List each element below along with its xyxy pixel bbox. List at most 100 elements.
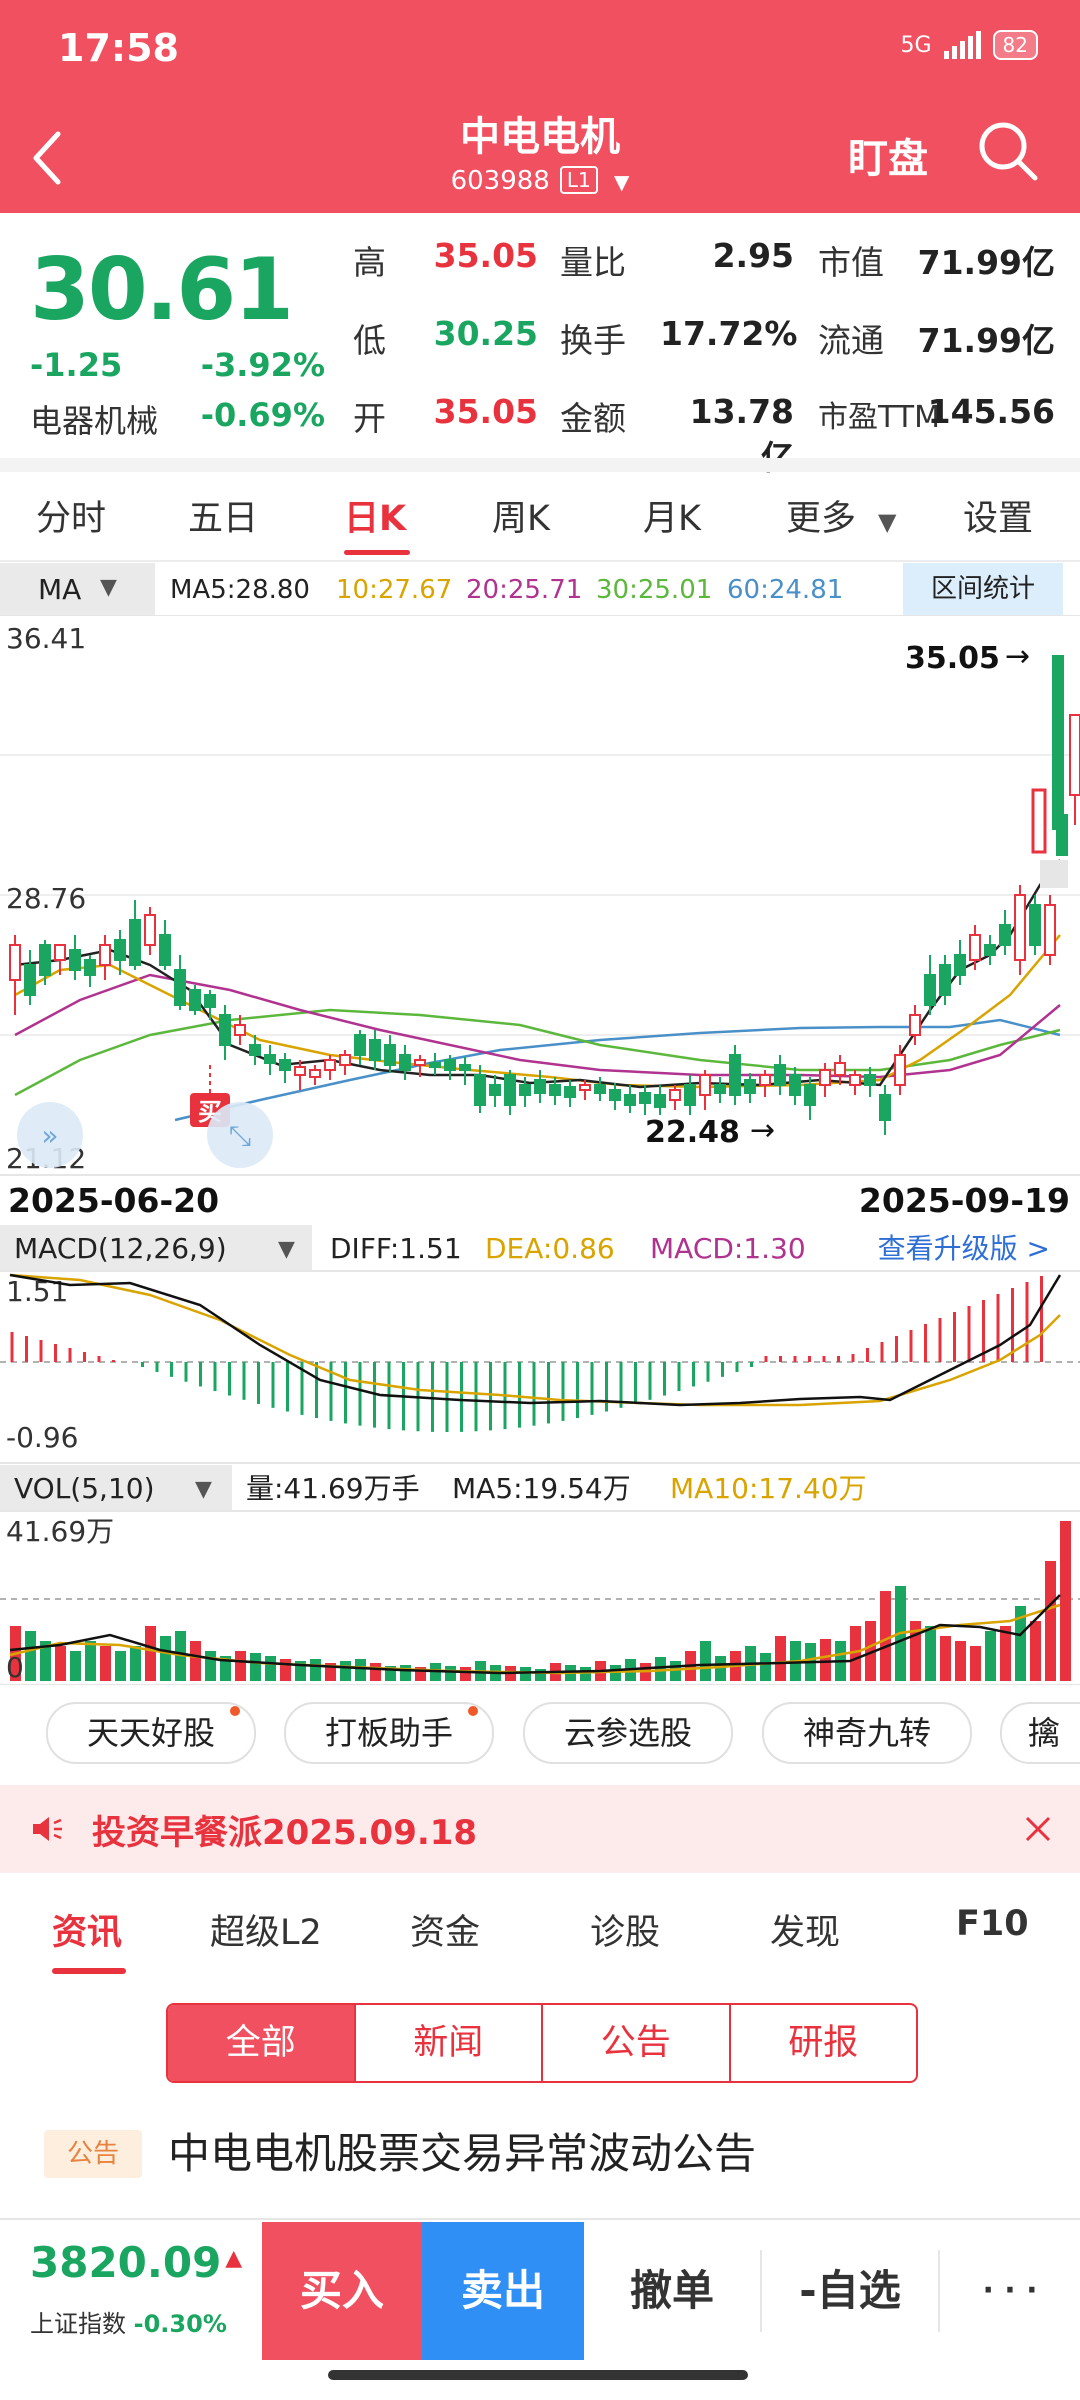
feature-limit-up-helper[interactable]: 打板助手 [284, 1702, 494, 1764]
tab-monthly-k[interactable]: 月K [643, 499, 701, 539]
volume-ratio-label: 量比 [560, 243, 626, 282]
index-name: 上证指数 [30, 2310, 126, 2338]
announcement-title[interactable]: 中电电机股票交易异常波动公告 [168, 2129, 757, 2178]
svg-text:⤡: ⤡ [229, 1119, 251, 1152]
ma-selector[interactable]: MA ▼ [0, 563, 155, 615]
feature-nine-turn[interactable]: 神奇九转 [762, 1702, 972, 1764]
y-axis-top: 36.41 [6, 622, 86, 655]
notification-dot [468, 1706, 478, 1716]
index-value[interactable]: 3820.09 ▲ [30, 2238, 242, 2287]
svg-text:»: » [41, 1119, 58, 1152]
filter-announcements[interactable]: 公告 [541, 2005, 729, 2081]
svg-text:→: → [1005, 639, 1030, 674]
macd-selector[interactable] [0, 1225, 312, 1271]
banner-text: 投资早餐派2025.09.18 [92, 1813, 478, 1853]
macd-axis-bottom: -0.96 [6, 1421, 78, 1454]
feature-daily-picks-label: 天天好股 [86, 1714, 215, 1752]
search-icon[interactable] [975, 118, 1041, 184]
candles [9, 655, 1080, 1135]
chevron-down-icon: ▼ [878, 508, 897, 536]
announcement-badge: 公告 [44, 2130, 142, 2178]
ma30-line [14, 1008, 1061, 1097]
float-cap-label: 流通 [818, 321, 884, 360]
high-value: 35.05 [433, 236, 538, 275]
tab-more[interactable]: 更多 ▼ [786, 490, 896, 541]
status-icons: 5G 82 [900, 30, 1038, 60]
feature-cloud-screener[interactable]: 云参选股 [523, 1702, 733, 1764]
tab-daily-k[interactable]: 日K [344, 499, 407, 539]
ma20-value: 20:25.71 [466, 575, 583, 605]
tab-divider [0, 560, 1080, 562]
header-bar: 17:58 5G 82 中电电机 603988 L1 ▼ 盯盘 [0, 0, 1080, 213]
tab-five-day[interactable]: 五日 [188, 499, 259, 539]
promo-banner[interactable]: 投资早餐派2025.09.18 [0, 1785, 1080, 1873]
sector-name[interactable]: 电器机械 [30, 402, 159, 440]
tab-more-label: 更多 [786, 499, 857, 539]
high-label: 高 [353, 243, 386, 282]
feature-daily-picks[interactable]: 天天好股 [46, 1702, 256, 1764]
low-value: 30.25 [433, 314, 538, 353]
stock-code-selector[interactable]: 603988 L1 ▼ [0, 166, 1080, 196]
filter-research[interactable]: 研报 [728, 2005, 917, 2081]
macd-selector-label: MACD(12,26,9) [14, 1232, 227, 1265]
date-start: 2025-06-20 [8, 1181, 219, 1220]
info-tab-underline [52, 1968, 126, 1974]
macd-value: MACD:1.30 [650, 1232, 806, 1265]
filter-all[interactable]: 全部 [168, 2005, 354, 2081]
tab-weekly-k[interactable]: 周K [492, 499, 550, 539]
vol-selector[interactable] [0, 1465, 232, 1511]
notification-dot [230, 1706, 240, 1716]
market-cap-value: 71.99亿 [917, 243, 1055, 282]
float-cap-value: 71.99亿 [917, 321, 1055, 360]
chevron-down-icon: ▼ [100, 575, 117, 600]
vol-ma5-line [9, 1594, 1061, 1675]
ma30-value: 30:25.01 [596, 575, 713, 605]
network-label: 5G [900, 32, 932, 58]
tab-timeshare[interactable]: 分时 [36, 499, 107, 539]
price-change-pct: -3.92% [200, 346, 325, 384]
speaker-icon [33, 1817, 62, 1841]
buy-button[interactable]: 买入 [262, 2222, 422, 2360]
kline-chart[interactable]: 36.41 28.76 21.12 买 » ⤡ 35.05 → 22.48 → … [0, 615, 1080, 1685]
stock-name: 中电电机 [460, 114, 620, 160]
index-change-pct: -0.30% [133, 2310, 227, 2338]
scroll-left-icon[interactable] [17, 1102, 83, 1168]
current-price: 30.61 [30, 240, 294, 340]
feature-more[interactable]: 擒 [1000, 1702, 1080, 1764]
turnover-label: 换手 [560, 321, 626, 360]
watchlist-remove-button[interactable]: -自选 [799, 2266, 901, 2315]
tab-settings[interactable]: 设置 [963, 499, 1034, 539]
signal-icon [943, 31, 981, 59]
open-value: 35.05 [433, 392, 538, 431]
ma5-value: MA5:28.80 [170, 575, 310, 605]
range-stats-button[interactable]: 区间统计 [903, 563, 1063, 615]
battery-level: 82 [1002, 33, 1028, 57]
info-tab-l2[interactable]: 超级L2 [210, 1913, 322, 1953]
info-tab-news[interactable]: 资讯 [52, 1913, 123, 1953]
expand-icon[interactable] [207, 1102, 273, 1168]
vol-axis-top: 41.69万 [6, 1515, 114, 1548]
filter-news[interactable]: 新闻 [353, 2005, 542, 2081]
more-button[interactable]: · · · [982, 2273, 1038, 2308]
macd-diff: DIFF:1.51 [330, 1232, 462, 1265]
svg-text:→: → [750, 1113, 775, 1148]
vol-ma5: MA5:19.54万 [452, 1472, 631, 1505]
macd-diff-line [9, 1273, 1062, 1407]
back-icon[interactable] [28, 128, 68, 188]
macd-upgrade-link[interactable]: 查看升级版 > [878, 1232, 1050, 1265]
info-tab-discover[interactable]: 发现 [770, 1913, 841, 1953]
watch-button[interactable]: 盯盘 [848, 136, 928, 182]
macd-dea: DEA:0.86 [485, 1232, 615, 1265]
info-tab-diagnosis[interactable]: 诊股 [590, 1913, 661, 1953]
info-tab-f10[interactable]: F10 [956, 1904, 1029, 1944]
y-axis-mid: 28.76 [6, 882, 86, 915]
divider [760, 2250, 762, 2332]
sell-button[interactable]: 卖出 [422, 2222, 584, 2360]
low-price-marker: 22.48 [645, 1115, 740, 1150]
info-tab-funds[interactable]: 资金 [410, 1913, 481, 1953]
volume-ratio-value: 2.95 [712, 236, 794, 275]
close-icon[interactable] [1024, 1815, 1052, 1843]
cancel-order-button[interactable]: 撤单 [629, 2266, 714, 2315]
vol-amount: 量:41.69万手 [246, 1472, 420, 1505]
ma-legend-row: MA ▼ MA5:28.80 10:27.67 20:25.71 30:25.0… [0, 563, 1080, 615]
